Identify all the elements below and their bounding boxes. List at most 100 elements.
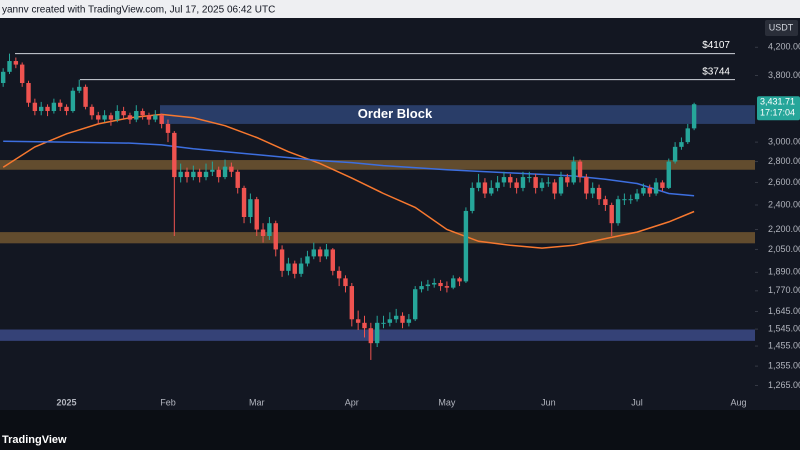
candle-body [0,71,6,84]
candle-body [565,177,570,183]
level-label: $4107 [702,40,730,51]
candle-body [96,115,101,120]
candle-body [336,270,342,279]
candle-body [463,210,469,282]
candle-body [533,177,538,188]
header-text: yannv created with TradingView.com, Jul … [2,5,275,16]
y-tick-label: 1,455.00 [768,340,800,350]
candle-body [647,187,652,194]
candle-body [70,90,76,112]
x-tick-label: Jun [541,397,556,407]
candle-body [603,199,608,206]
currency: USDT [769,22,794,32]
y-tick-label: 2,200.00 [768,224,800,234]
candle-body [146,115,152,120]
candle-body [685,128,690,143]
y-tick-label: 1,545.00 [768,324,800,334]
x-tick-label: Mar [249,397,265,407]
candle-body [482,182,488,194]
candle-body [19,64,25,84]
candle-body [514,182,519,188]
zone [160,105,755,124]
candle-body [419,286,424,290]
candle-body [451,278,456,288]
candle-body [552,182,557,194]
candle-body [191,171,196,178]
candle-body [115,111,120,120]
x-tick-label: Apr [345,397,359,407]
footer-bar [0,410,800,450]
candle-body [508,177,513,183]
candle-body [178,171,183,178]
candle-body [153,115,158,120]
candle-body [26,83,31,103]
candle-body [273,223,278,250]
candle-body [102,115,107,120]
candle-body [476,182,481,188]
candle-body [267,223,272,237]
candle-body [527,177,532,179]
candle-body [311,249,316,257]
y-tick-label: 2,400.00 [768,199,800,209]
candle-body [235,171,240,188]
x-tick-label: Aug [730,397,746,407]
candle-body [596,187,602,200]
candle-body [260,229,266,237]
y-tick-label: 2,050.00 [768,244,800,254]
candle-body [413,289,418,320]
candle-body [197,171,202,178]
candle-body [254,199,259,230]
candle-body [584,177,589,194]
candle-body [457,278,462,282]
candle-body [64,106,69,112]
y-tick-label: 1,355.00 [768,360,800,370]
zone [0,232,755,244]
y-tick-label: 1,645.00 [768,306,800,316]
candle-body [501,177,507,183]
candle-body [279,249,285,271]
candle-body [58,102,63,107]
candle-body [203,171,209,178]
candle-body [622,199,627,201]
candle-body [248,199,253,217]
candle-body [368,328,374,344]
candle-body [317,249,323,257]
candle-body [438,282,443,287]
candle-body [590,187,595,194]
candle-body [184,171,190,178]
candle-body [628,199,633,201]
candle-body [134,111,139,120]
candle-body [298,263,304,274]
last-price-label: 3,431.71 [760,97,795,107]
candle-body [140,111,145,116]
y-tick-label: 4,200.00 [768,42,800,52]
level-label: $3744 [702,66,730,77]
header-bar [0,0,800,18]
candle-body [83,86,88,107]
candle-body [641,187,646,194]
candle-body [406,319,412,323]
candle-body [374,322,380,344]
zone-label: Order Block [358,106,433,121]
candle-body [241,187,247,217]
candle-body [362,322,367,329]
candle-body [229,166,234,172]
countdown-label: 17:17:04 [760,108,795,118]
candle-body [546,182,551,184]
candle-body [571,161,576,183]
candle-body [489,187,494,194]
candle-body [172,132,177,178]
candle-body [216,169,221,178]
candle-body [286,263,291,271]
candle-body [653,182,659,194]
candle-body [577,161,583,178]
candle-body [45,106,50,112]
candle-body [324,249,329,257]
candle-body [679,142,684,147]
candle-body [7,61,12,72]
x-tick-label: May [438,397,456,407]
y-tick-label: 1,265.00 [768,380,800,390]
candle-body [108,115,114,120]
